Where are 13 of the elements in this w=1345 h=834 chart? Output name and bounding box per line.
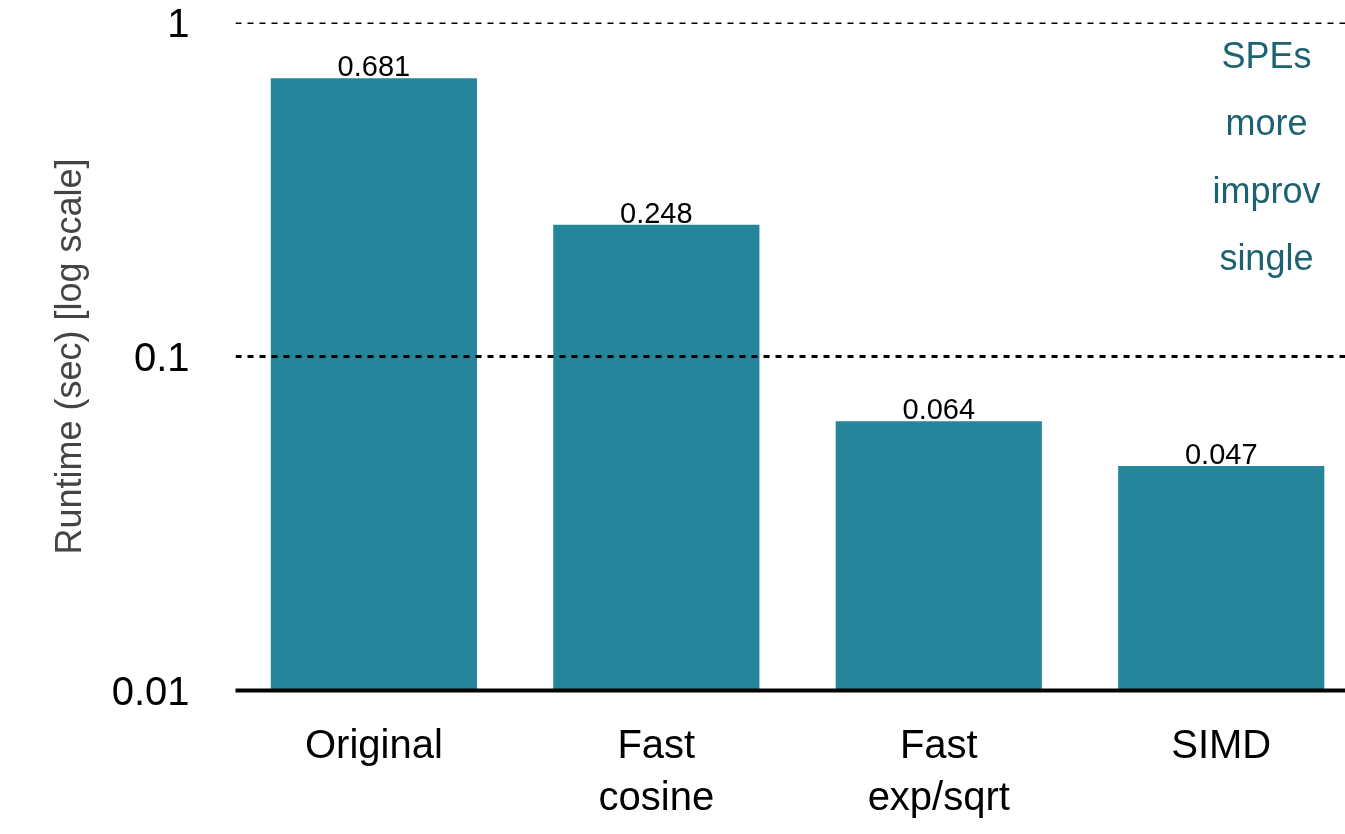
data-label: 0.248: [620, 196, 693, 229]
y-tick-label: 0.01: [111, 668, 190, 713]
x-tick-label: SIMD: [1171, 721, 1272, 766]
data-label: 0.681: [337, 50, 411, 83]
x-tick-label: Fast exp/sqrt: [867, 721, 1010, 819]
x-tick-label: Fast cosine: [598, 721, 715, 819]
y-tick-label: 1: [167, 0, 190, 45]
data-label: 0.047: [1184, 438, 1258, 471]
data-label: 0.064: [902, 393, 976, 426]
annotation: SPEs more improv single: [1212, 34, 1321, 279]
y-tick-label: 0.1: [133, 334, 190, 379]
x-tick-label: Original: [304, 721, 443, 766]
y-axis-title: Runtime (sec) [log scale]: [47, 158, 89, 555]
